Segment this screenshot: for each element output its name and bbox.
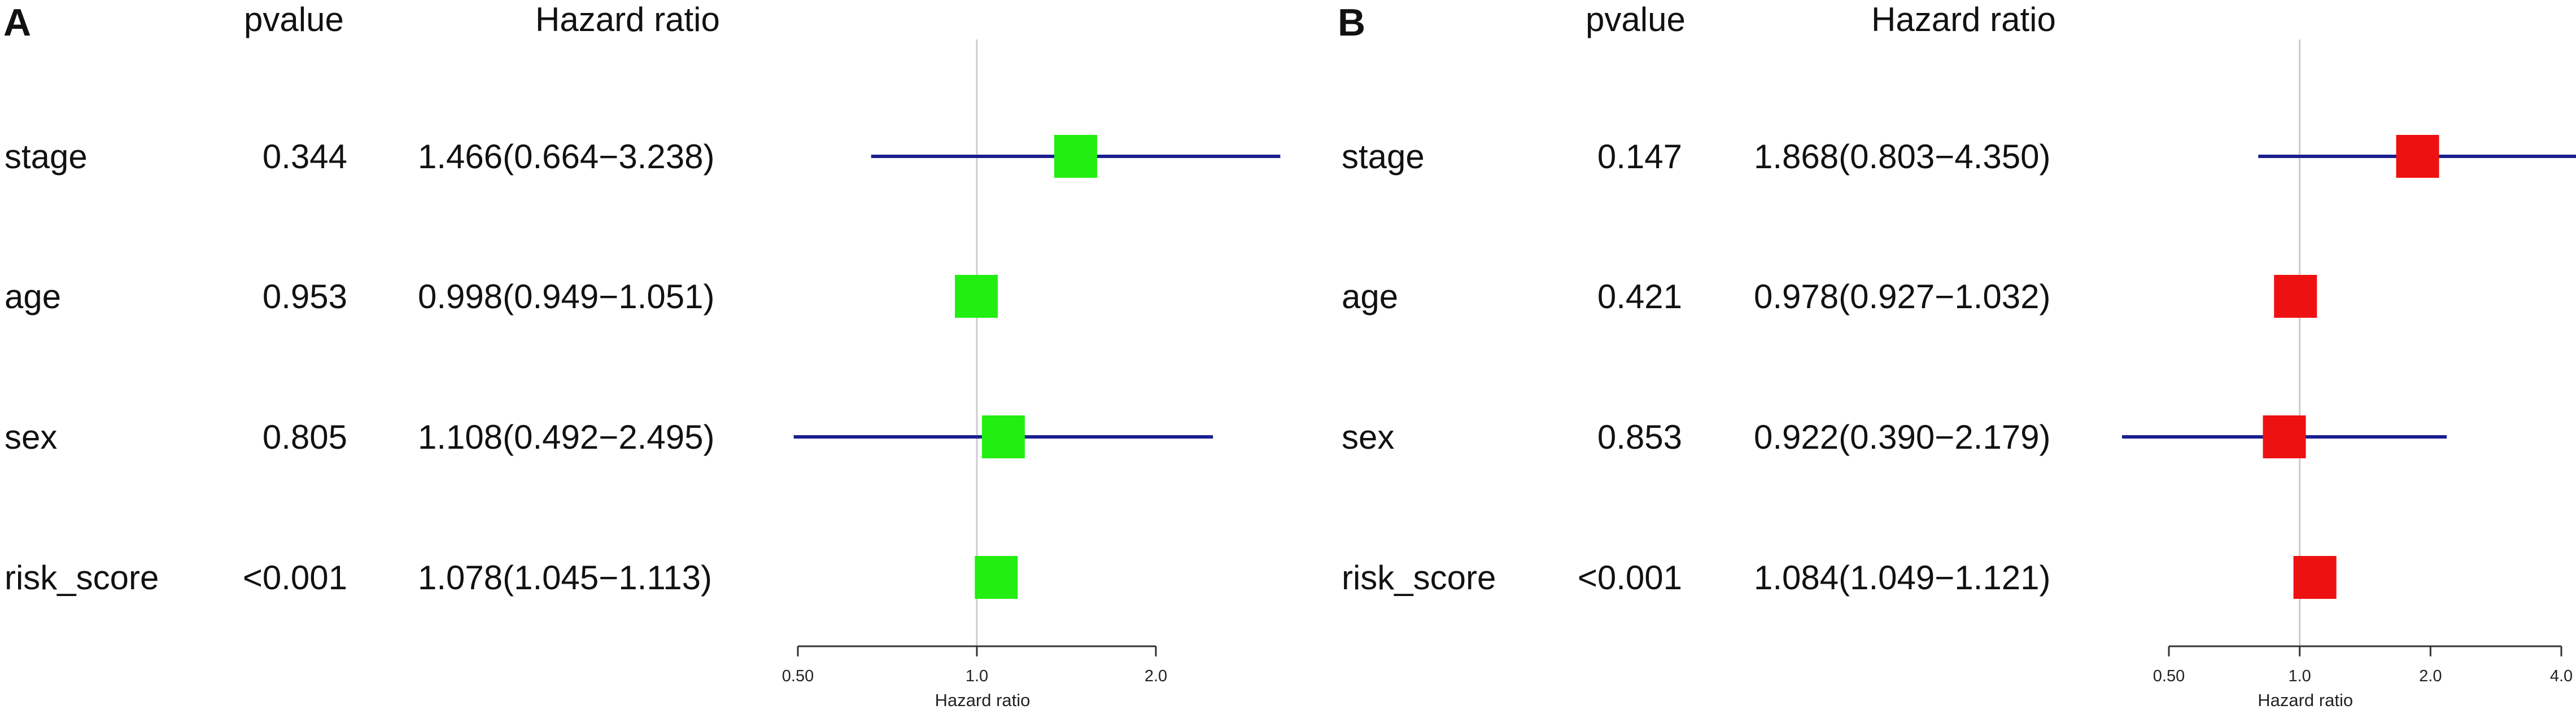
x-tick-label: 1.0 xyxy=(2289,667,2311,685)
x-tick-label: 2.0 xyxy=(1145,667,1167,685)
hr-box-risk-score xyxy=(2293,556,2337,599)
pvalue-sex: 0.805 xyxy=(262,418,347,456)
pvalue-sex: 0.853 xyxy=(1597,418,1682,456)
hr-ci-age: 0.978(0.927−1.032) xyxy=(1754,278,2051,316)
x-tick-label: 1.0 xyxy=(966,667,988,685)
hazard-ratio-header: Hazard ratio xyxy=(535,1,720,38)
hr-box-age xyxy=(2274,275,2317,318)
forest-plot-panel-a: A pvalue Hazard ratio stage age sex risk… xyxy=(3,1,1281,710)
hr-box-sex xyxy=(981,415,1025,458)
hr-box-risk-score xyxy=(975,556,1018,599)
hazard-ratio-header: Hazard ratio xyxy=(1871,1,2056,38)
row-label-stage: stage xyxy=(5,138,88,176)
row-label-risk-score: risk_score xyxy=(5,559,159,597)
forest-plot-b: 0.50 1.0 2.0 4.0 Hazard ratio xyxy=(2121,40,2576,710)
pvalue-header: pvalue xyxy=(1586,1,1686,38)
hr-ci-sex: 0.922(0.390−2.179) xyxy=(1754,418,2051,456)
pvalue-header: pvalue xyxy=(244,1,344,38)
panel-label: A xyxy=(3,1,32,44)
row-label-stage: stage xyxy=(1342,138,1425,176)
row-label-sex: sex xyxy=(1342,418,1395,456)
forest-plot-a: 0.50 1.0 2.0 Hazard ratio xyxy=(782,40,1281,710)
pvalue-risk-score: <0.001 xyxy=(242,559,347,597)
panel-label: B xyxy=(1338,1,1366,44)
hr-ci-stage: 1.466(0.664−3.238) xyxy=(418,138,715,176)
hr-ci-risk-score: 1.078(1.045−1.113) xyxy=(418,559,712,597)
x-tick-label: 2.0 xyxy=(2419,667,2442,685)
pvalue-stage: 0.344 xyxy=(262,138,347,176)
pvalue-stage: 0.147 xyxy=(1597,138,1682,176)
x-tick-label: 0.50 xyxy=(782,667,814,685)
x-axis-title: Hazard ratio xyxy=(935,690,1031,710)
pvalue-age: 0.953 xyxy=(262,278,347,316)
row-label-sex: sex xyxy=(5,418,58,456)
hr-box-stage xyxy=(1054,135,1097,178)
pvalue-risk-score: <0.001 xyxy=(1577,559,1682,597)
hr-box-sex xyxy=(2263,415,2306,458)
hr-box-age xyxy=(955,275,998,318)
pvalue-age: 0.421 xyxy=(1597,278,1682,316)
row-label-age: age xyxy=(5,278,62,316)
hr-box-stage xyxy=(2396,135,2439,178)
hr-ci-risk-score: 1.084(1.049−1.121) xyxy=(1754,559,2051,597)
forest-plot-panel-b: B pvalue Hazard ratio stage age sex risk… xyxy=(1288,0,2576,714)
x-tick-label: 4.0 xyxy=(2550,667,2573,685)
hr-ci-age: 0.998(0.949−1.051) xyxy=(418,278,715,316)
x-axis-title: Hazard ratio xyxy=(2258,690,2353,710)
row-label-risk-score: risk_score xyxy=(1342,559,1496,597)
row-label-age: age xyxy=(1342,278,1399,316)
hr-ci-stage: 1.868(0.803−4.350) xyxy=(1754,138,2051,176)
hr-ci-sex: 1.108(0.492−2.495) xyxy=(418,418,715,456)
x-tick-label: 0.50 xyxy=(2153,667,2185,685)
